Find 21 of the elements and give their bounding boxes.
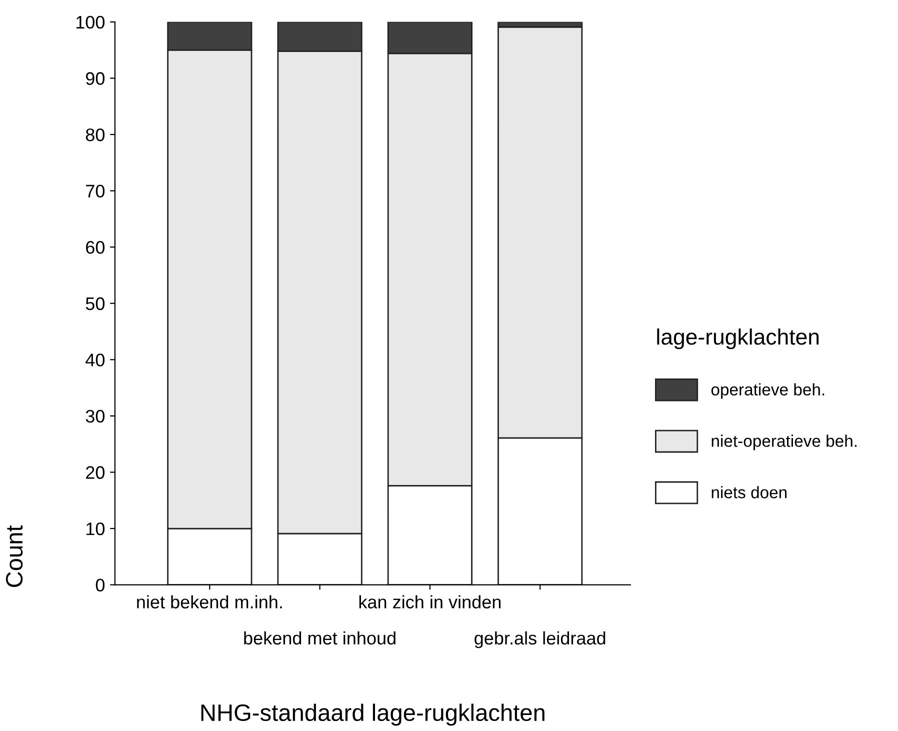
y-tick-label: 20 <box>86 466 105 479</box>
y-tick-label: 90 <box>86 72 105 85</box>
x-tick-label: niet bekend m.inh. <box>137 595 282 608</box>
y-axis-title: Count <box>6 525 23 587</box>
y-tick-label: 0 <box>96 578 105 592</box>
y-tick-label: 40 <box>86 354 105 366</box>
y-tick-label: 100 <box>76 16 105 29</box>
y-tick-label: 30 <box>86 410 105 423</box>
x-tick-label: gebr.als leidraad <box>474 631 606 648</box>
y-tick-label: 10 <box>86 522 105 536</box>
legend-title: lage-rugklachten <box>657 328 819 350</box>
x-tick-label: kan zich in vinden <box>359 595 501 608</box>
y-tick-label: 50 <box>86 297 105 310</box>
y-tick-label: 80 <box>86 128 105 142</box>
y-tick-label: 60 <box>86 241 105 254</box>
x-tick-label: bekend met inhoud <box>244 631 396 645</box>
legend-label: niet-operatieve beh. <box>712 434 857 450</box>
x-axis-title: NHG-standaard lage-rugklachten <box>201 704 544 726</box>
legend-label: operatieve beh. <box>711 383 824 399</box>
legend-label: niets doen <box>712 486 787 498</box>
y-tick-label: 70 <box>86 184 105 198</box>
